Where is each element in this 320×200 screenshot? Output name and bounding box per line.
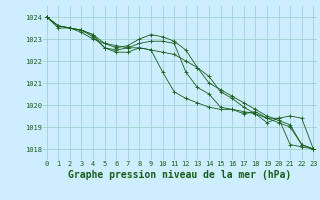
X-axis label: Graphe pression niveau de la mer (hPa): Graphe pression niveau de la mer (hPa) [68,170,292,180]
